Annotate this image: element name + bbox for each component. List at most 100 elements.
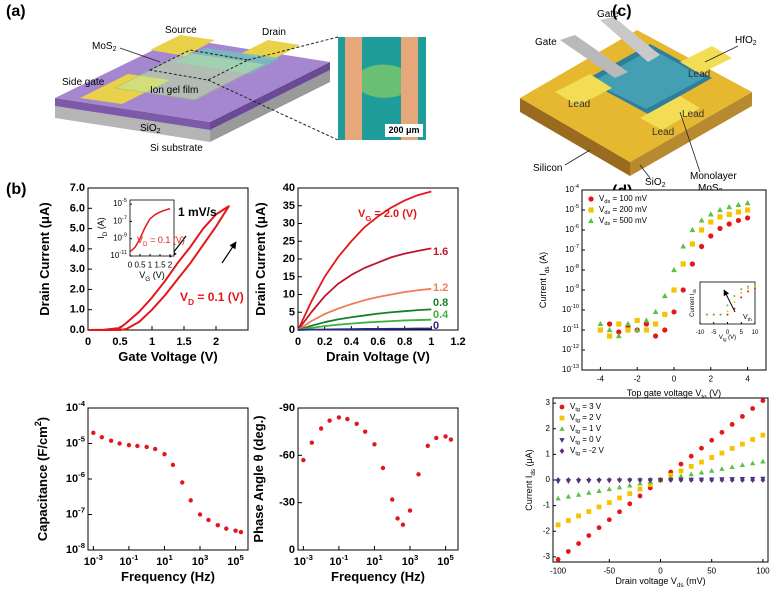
y-tick-label: -60 [279,449,295,461]
y-tick-label: 10-4 [66,399,86,414]
data-point [555,495,561,501]
data-point [233,528,238,533]
data-point [606,486,612,492]
data-point [719,466,725,471]
data-point [719,450,725,456]
data-point [680,261,686,267]
annotation: Vth [743,314,752,323]
x-tick-label: 0 [672,375,677,384]
data-point [380,465,386,471]
data-point [678,468,684,474]
x-axis-label: Gate Voltage (V) [118,349,217,364]
y-tick-label: 10-4 [565,184,579,194]
x-tick-label: 0.5 [112,336,127,348]
data-point [607,321,613,327]
x-tick-label: 0.2 [317,336,332,348]
y-tick-label: 20 [283,253,295,265]
data-point [597,327,603,333]
data-point [707,211,714,217]
panel-label: (b) [6,181,26,198]
y-tick-label: 10-7 [66,505,85,520]
legend-label: Vtg = 0 V [570,435,602,446]
annotation: 1 mV/s [178,205,217,219]
data-point [688,464,694,469]
data-point [661,292,668,299]
data-point [745,215,751,221]
x-tick-label: 0 [128,261,133,270]
data-point [729,446,735,451]
x-tick-label: 1 [149,336,155,348]
shift-arrow [723,289,736,313]
x-axis-label: Frequency (Hz) [331,569,425,584]
y-axis-label: ID (A) [96,217,109,239]
data-point [740,296,743,299]
y-tick-label: -30 [279,497,295,509]
data-line [297,190,432,331]
data-point [206,517,211,523]
data-point [634,326,641,333]
x-tick-label: 0 [85,336,91,348]
y-axis-label: Current Ids (μA) [524,449,537,510]
plot-area [129,199,175,257]
data-point [698,217,705,223]
x-tick-label: 0 [658,567,663,576]
y-axis-label: Phase Angle θ (deg.) [251,415,266,542]
x-tick-label: 101 [156,552,173,567]
y-tick-label: 3.0 [70,263,85,275]
data-point [565,493,571,499]
y-tick-label: 10 [283,288,295,300]
label-substrate: Si substrate [150,143,203,154]
data-point [637,477,643,483]
data-point [390,497,395,502]
data-point [555,557,561,562]
data-point [162,451,167,457]
data-point [717,225,723,232]
data-point [688,471,694,477]
data-point [586,477,592,483]
data-point [726,304,729,307]
y-tick-label: -1 [543,501,551,510]
data-point [301,457,306,463]
label-ion-gel: Ion gel film [150,85,198,96]
x-axis-label: Drain voltage Vds (mV) [615,576,705,589]
data-point [754,287,756,290]
x-tick-label: 10-3 [84,552,103,567]
y-tick-label: 1.0 [70,304,85,316]
data-point [719,313,722,316]
data-point [596,477,602,483]
data-point [197,512,203,517]
data-point [735,209,741,215]
legend-marker [588,217,594,224]
y-tick-label: 10-12 [562,344,579,354]
x-tick-label: -50 [604,567,616,576]
data-point [575,491,582,497]
data-point [327,418,332,423]
label-hfo2: HfO2 [735,35,757,48]
x-tick-label: 1 [428,336,434,348]
data-point [662,311,668,318]
data-point [616,321,622,327]
data-point [745,207,751,213]
y-tick-label: 10-6 [565,224,579,234]
data-point [586,489,592,495]
y-tick-label: 1 [546,449,551,458]
data-point [688,477,694,483]
data-point [395,516,400,521]
data-point [671,287,677,293]
data-point [760,432,766,438]
data-point [647,477,653,483]
data-point [126,442,132,448]
data-point [144,444,149,450]
data-point [735,201,742,207]
data-point [708,219,714,225]
data-point [680,287,686,293]
data-point [152,446,158,452]
data-point [709,477,715,483]
y-tick-label: 10-5 [113,199,127,209]
series-label: VG = 2.0 (V) [358,208,417,223]
x-tick-label: 103 [192,552,209,567]
data-point [689,261,696,267]
y-axis-label: Current Ids (A) [538,252,551,308]
data-point [362,429,368,434]
